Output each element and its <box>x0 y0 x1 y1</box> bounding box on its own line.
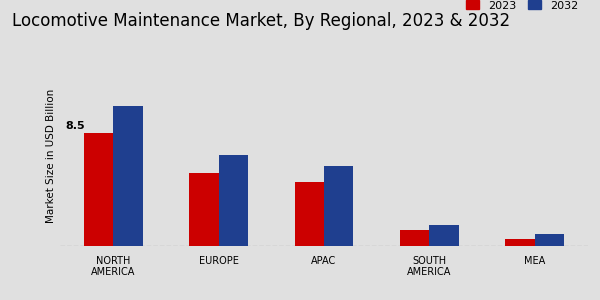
Bar <box>219 155 248 246</box>
Bar <box>84 133 113 246</box>
Bar <box>535 234 564 246</box>
Text: Locomotive Maintenance Market, By Regional, 2023 & 2032: Locomotive Maintenance Market, By Region… <box>12 12 510 30</box>
Y-axis label: Market Size in USD Billion: Market Size in USD Billion <box>46 89 56 223</box>
Text: 8.5: 8.5 <box>65 121 85 131</box>
Bar <box>505 239 535 246</box>
Bar <box>189 173 219 246</box>
Bar <box>400 230 429 246</box>
Bar <box>295 182 324 246</box>
Bar <box>113 106 143 246</box>
Legend: 2023, 2032: 2023, 2032 <box>461 0 583 15</box>
Bar <box>429 225 459 246</box>
Bar <box>324 166 353 246</box>
